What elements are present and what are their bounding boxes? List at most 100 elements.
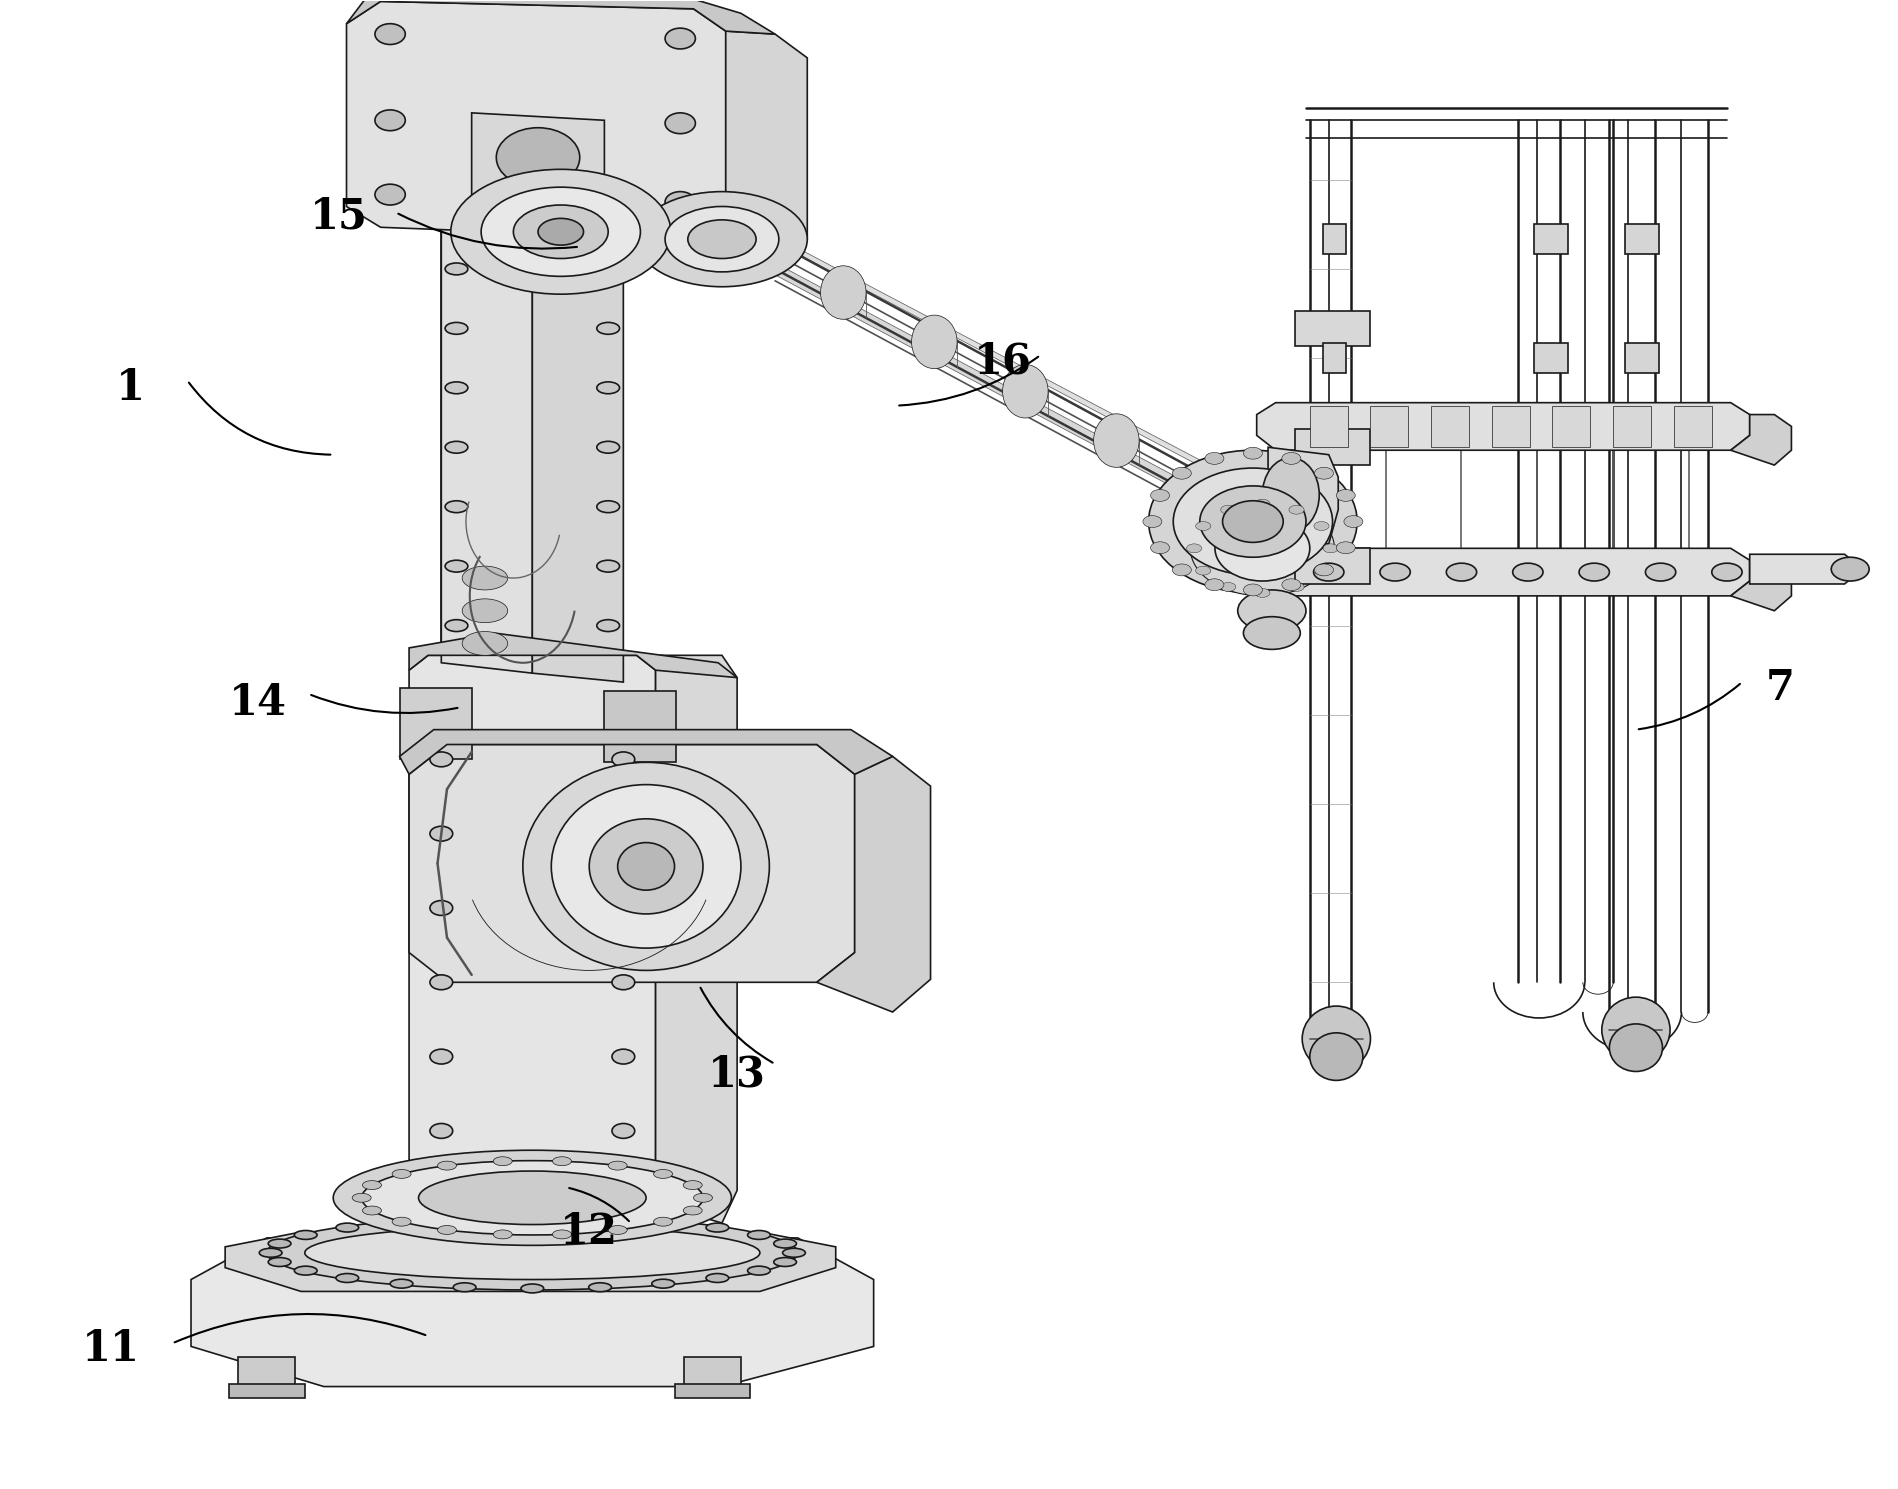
Ellipse shape <box>651 1218 674 1227</box>
Ellipse shape <box>268 1258 290 1267</box>
Ellipse shape <box>1710 563 1740 581</box>
Polygon shape <box>226 1231 835 1291</box>
Bar <box>1370 405 1408 447</box>
Ellipse shape <box>1002 365 1048 418</box>
Polygon shape <box>440 213 531 673</box>
Ellipse shape <box>596 323 619 335</box>
Polygon shape <box>1748 554 1854 584</box>
Bar <box>604 691 676 762</box>
Polygon shape <box>774 267 1243 521</box>
Ellipse shape <box>520 1284 543 1292</box>
Ellipse shape <box>1220 582 1236 591</box>
Ellipse shape <box>1205 453 1224 465</box>
Ellipse shape <box>429 1050 452 1065</box>
Ellipse shape <box>664 192 695 213</box>
Ellipse shape <box>1205 579 1224 591</box>
Polygon shape <box>774 237 1243 488</box>
Ellipse shape <box>651 1279 674 1288</box>
Ellipse shape <box>611 826 634 841</box>
Polygon shape <box>408 655 655 1197</box>
Ellipse shape <box>444 500 467 512</box>
Ellipse shape <box>1243 584 1262 596</box>
Ellipse shape <box>596 441 619 453</box>
Ellipse shape <box>1289 505 1304 514</box>
Ellipse shape <box>450 170 670 295</box>
Polygon shape <box>693 31 807 270</box>
Ellipse shape <box>1513 563 1543 581</box>
Ellipse shape <box>1336 542 1355 554</box>
Ellipse shape <box>596 500 619 512</box>
Ellipse shape <box>361 1160 702 1234</box>
Ellipse shape <box>588 1284 611 1291</box>
Ellipse shape <box>706 1222 729 1231</box>
Text: 7: 7 <box>1765 667 1794 709</box>
Ellipse shape <box>520 1212 543 1221</box>
Bar <box>1611 405 1649 447</box>
Ellipse shape <box>480 188 640 277</box>
Ellipse shape <box>444 264 467 275</box>
Ellipse shape <box>552 1230 571 1239</box>
Ellipse shape <box>607 1161 626 1170</box>
Ellipse shape <box>1237 590 1306 631</box>
Ellipse shape <box>1313 468 1332 479</box>
Polygon shape <box>1729 414 1790 465</box>
Ellipse shape <box>429 975 452 990</box>
Text: 12: 12 <box>560 1211 619 1252</box>
Ellipse shape <box>664 113 695 134</box>
Ellipse shape <box>1171 564 1190 576</box>
Ellipse shape <box>1220 505 1236 514</box>
Ellipse shape <box>664 207 778 272</box>
Polygon shape <box>1256 548 1748 596</box>
Polygon shape <box>408 633 736 677</box>
Ellipse shape <box>374 110 404 131</box>
Bar <box>1294 429 1370 465</box>
Text: 15: 15 <box>309 197 368 238</box>
Ellipse shape <box>374 24 404 45</box>
Ellipse shape <box>1255 588 1270 597</box>
Ellipse shape <box>611 752 634 767</box>
Ellipse shape <box>1093 414 1139 468</box>
Ellipse shape <box>782 1248 805 1257</box>
Polygon shape <box>636 655 736 1222</box>
Ellipse shape <box>1289 582 1304 591</box>
Bar <box>1323 225 1346 255</box>
Ellipse shape <box>683 1181 702 1190</box>
Ellipse shape <box>596 381 619 393</box>
Ellipse shape <box>336 1222 359 1231</box>
Ellipse shape <box>664 28 695 49</box>
Ellipse shape <box>683 1206 702 1215</box>
Ellipse shape <box>391 1169 410 1178</box>
Ellipse shape <box>1644 563 1674 581</box>
Polygon shape <box>674 1383 750 1398</box>
Text: 11: 11 <box>82 1328 140 1370</box>
Ellipse shape <box>418 1170 645 1224</box>
Ellipse shape <box>550 785 740 948</box>
Ellipse shape <box>1313 521 1329 530</box>
Ellipse shape <box>1313 563 1344 581</box>
Ellipse shape <box>537 219 583 246</box>
Ellipse shape <box>1215 515 1310 581</box>
Ellipse shape <box>461 631 507 655</box>
Ellipse shape <box>1186 543 1201 552</box>
Ellipse shape <box>588 819 702 914</box>
Ellipse shape <box>336 1273 359 1282</box>
Ellipse shape <box>911 316 957 369</box>
Ellipse shape <box>1190 500 1334 596</box>
Polygon shape <box>683 1356 740 1386</box>
Ellipse shape <box>748 1230 771 1239</box>
Polygon shape <box>399 730 892 774</box>
Polygon shape <box>230 1383 304 1398</box>
Ellipse shape <box>1222 500 1283 542</box>
Ellipse shape <box>636 192 807 287</box>
Ellipse shape <box>1148 450 1357 593</box>
Ellipse shape <box>304 1225 759 1279</box>
Ellipse shape <box>389 1279 412 1288</box>
Ellipse shape <box>495 128 579 188</box>
Ellipse shape <box>429 901 452 916</box>
Ellipse shape <box>461 566 507 590</box>
Ellipse shape <box>1313 564 1332 576</box>
Ellipse shape <box>772 1258 795 1267</box>
Ellipse shape <box>1608 1024 1661 1072</box>
Ellipse shape <box>1150 542 1169 554</box>
Text: 14: 14 <box>228 682 287 724</box>
